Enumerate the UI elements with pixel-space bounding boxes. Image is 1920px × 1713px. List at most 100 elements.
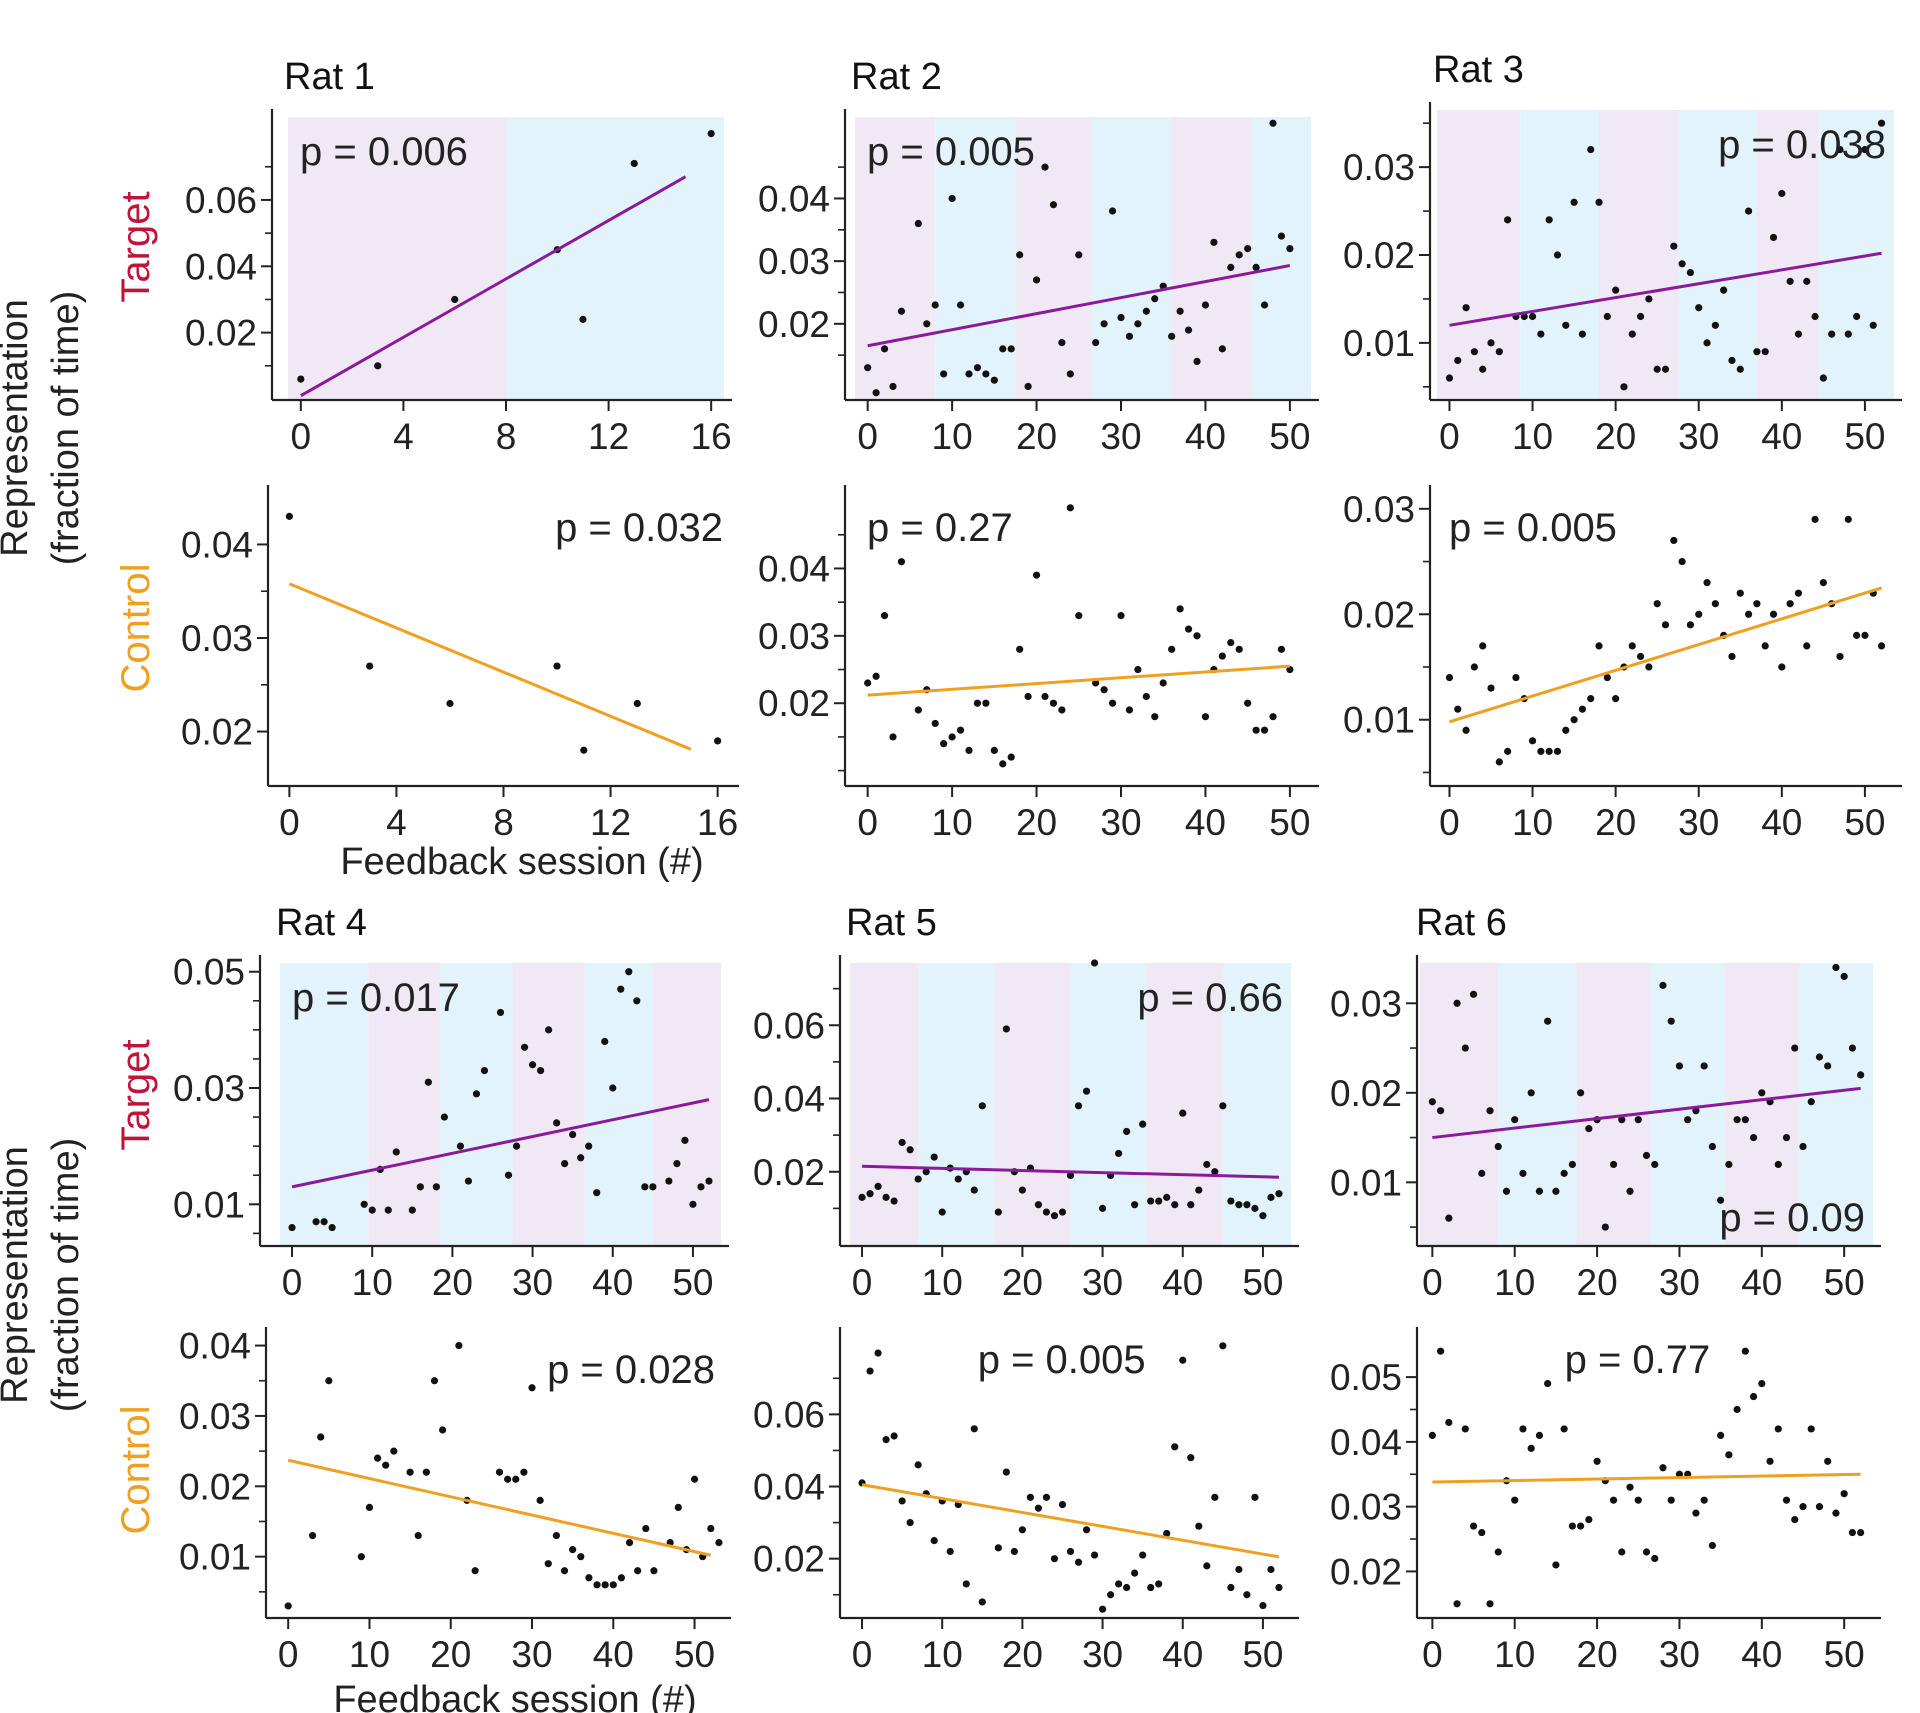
data-point (1010, 1547, 1018, 1556)
data-point (1244, 245, 1252, 253)
data-point (707, 1524, 715, 1533)
data-point (882, 1193, 890, 1201)
data-point (1163, 1529, 1171, 1538)
y-tick-label: 0.05 (173, 952, 245, 993)
data-point (690, 1475, 699, 1483)
data-point (1717, 1431, 1725, 1439)
data-point (697, 1183, 705, 1191)
panel-title: Rat 2 (851, 56, 942, 98)
band-purple-3 (512, 963, 585, 1245)
data-point (1117, 612, 1125, 620)
data-point (898, 1138, 906, 1147)
fit-line (861, 1483, 1280, 1559)
y-tick-label: 0.01 (1330, 1162, 1402, 1203)
data-point (1828, 330, 1836, 338)
data-point (1487, 684, 1495, 692)
data-point (864, 364, 872, 372)
x-tick-label: 0 (291, 416, 312, 457)
data-point (1535, 1431, 1544, 1439)
data-point (1454, 705, 1462, 713)
x-tick-label: 20 (1577, 1262, 1618, 1303)
data-point (1007, 753, 1015, 761)
data-point (1267, 1565, 1275, 1574)
data-point (553, 662, 561, 670)
data-point (1562, 321, 1570, 329)
data-point (464, 1177, 473, 1185)
x-tick-label: 40 (1761, 416, 1802, 457)
x-tick-label: 30 (512, 1262, 553, 1303)
data-point (1269, 713, 1277, 721)
data-point (1786, 277, 1794, 285)
data-point (440, 1113, 448, 1121)
data-point (1778, 663, 1786, 671)
band-blue-3 (1677, 110, 1757, 400)
band-blue-1 (506, 117, 724, 399)
data-point (1628, 330, 1636, 338)
data-point (1642, 1548, 1651, 1556)
x-tick-label: 30 (1082, 1262, 1123, 1303)
data-point (1686, 621, 1695, 629)
data-point (1428, 1098, 1436, 1106)
data-point (948, 733, 956, 741)
fit-line (1449, 586, 1882, 724)
x-tick-label: 30 (1082, 1634, 1123, 1675)
band-blue-0 (280, 963, 369, 1245)
x-tick-label: 0 (857, 802, 878, 843)
data-point (1782, 1133, 1791, 1142)
x-tick-label: 30 (1659, 1634, 1700, 1675)
data-point (1082, 1087, 1091, 1095)
data-point (1595, 198, 1603, 206)
data-point (889, 733, 897, 741)
data-point (1651, 1160, 1659, 1169)
data-point (1819, 579, 1827, 587)
p-value-label: p = 0.028 (547, 1348, 715, 1392)
data-point (1260, 301, 1269, 309)
data-point (504, 1475, 512, 1483)
data-point (1108, 207, 1117, 215)
data-point (1184, 625, 1193, 633)
x-tick-label: 30 (511, 1634, 552, 1675)
data-point (1720, 286, 1728, 294)
data-point (1032, 571, 1041, 579)
data-point (368, 1206, 376, 1214)
data-point (1436, 1107, 1445, 1115)
band-blue-4 (584, 963, 653, 1245)
data-point (390, 1447, 398, 1455)
data-point (1453, 1600, 1461, 1608)
data-point (1618, 1116, 1626, 1124)
data-point (625, 1538, 634, 1547)
data-point (1218, 345, 1226, 353)
x-tick-label: 20 (1002, 1262, 1043, 1303)
data-point (1286, 245, 1294, 253)
data-point (1832, 1509, 1840, 1517)
data-point (577, 1154, 585, 1162)
data-point (1692, 1509, 1700, 1517)
data-point (1252, 726, 1260, 734)
data-point (1741, 1116, 1749, 1124)
y-tick-label: 0.03 (1343, 147, 1415, 188)
data-point (665, 1177, 673, 1185)
data-point (580, 746, 588, 754)
data-point (1807, 1098, 1815, 1106)
band-purple-0 (1437, 110, 1521, 400)
data-point (312, 1218, 320, 1226)
data-point (1686, 268, 1695, 277)
data-point (366, 662, 374, 670)
x-tick-label: 10 (922, 1262, 963, 1303)
data-point (496, 1008, 505, 1017)
data-point (970, 1186, 978, 1194)
data-point (374, 362, 382, 370)
y-tick-label: 0.02 (179, 1466, 251, 1507)
data-point (1544, 1017, 1552, 1025)
data-point (1877, 119, 1886, 127)
data-point (1176, 605, 1184, 613)
fit-line (1432, 1086, 1861, 1140)
data-point (1147, 1197, 1155, 1205)
data-point (1618, 1548, 1626, 1556)
data-point (1002, 1025, 1010, 1033)
xlabel-top: Feedback session (#) (340, 841, 703, 883)
data-point (422, 1468, 430, 1476)
x-tick-label: 30 (1659, 1262, 1700, 1303)
data-point (965, 370, 973, 378)
data-point (1479, 642, 1487, 650)
